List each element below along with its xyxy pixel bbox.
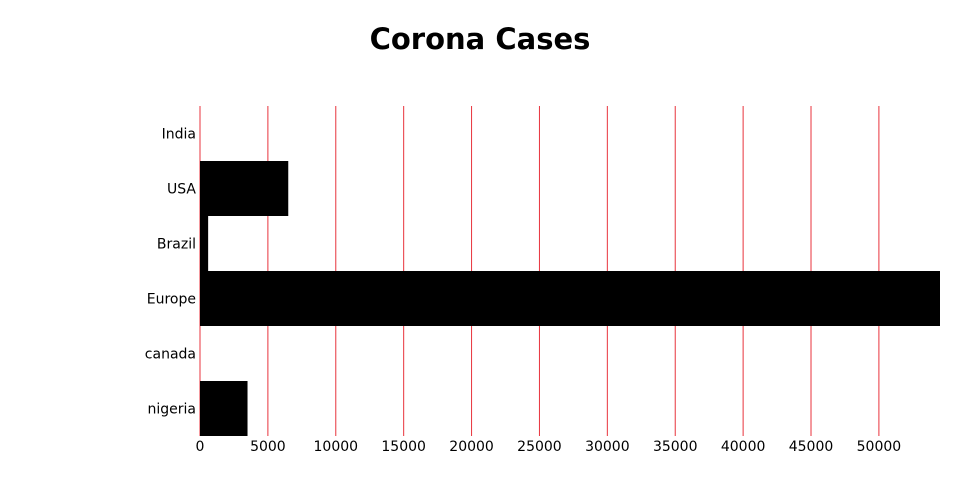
x-tick-label: 35000 [653, 439, 698, 455]
chart-title: Corona Cases [369, 22, 591, 56]
x-tick-label: 40000 [721, 439, 766, 455]
x-tick-label: 5000 [250, 439, 286, 455]
y-tick-label: Brazil [157, 237, 196, 253]
x-tick-label: 25000 [517, 439, 562, 455]
y-tick-label: Europe [147, 292, 196, 308]
bars [200, 161, 940, 436]
x-tick-label: 30000 [585, 439, 630, 455]
x-tick-label: 0 [196, 439, 205, 455]
x-tick-label: 50000 [857, 439, 902, 455]
y-tick-label: canada [145, 347, 196, 363]
x-tick-label: 15000 [381, 439, 426, 455]
x-tick-label: 45000 [789, 439, 834, 455]
y-tick-labels: India USA Brazil Europe canada nigeria [145, 127, 197, 418]
x-tick-labels: 0 5000 10000 15000 20000 25000 30000 35000 40000… [196, 439, 902, 455]
bar-usa [200, 161, 289, 216]
x-tick-label: 20000 [449, 439, 494, 455]
x-tick-label: 10000 [314, 439, 359, 455]
bar-nigeria [200, 381, 248, 436]
y-tick-label: USA [167, 182, 196, 198]
bar-brazil [200, 216, 209, 271]
bar-europe [200, 271, 940, 326]
y-tick-label: India [162, 127, 196, 143]
y-tick-label: nigeria [148, 402, 197, 418]
